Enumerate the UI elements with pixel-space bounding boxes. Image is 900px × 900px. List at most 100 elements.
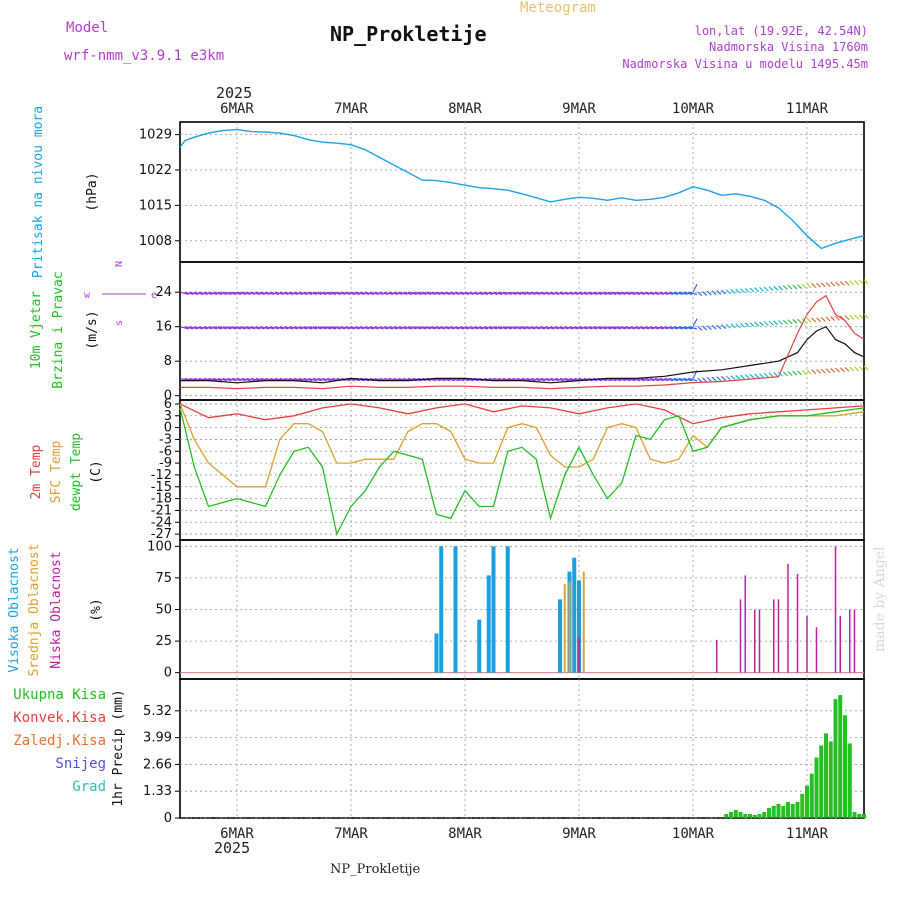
precip-bar <box>767 807 771 818</box>
precip-legend-0: Ukupna Kisa <box>13 687 106 703</box>
wind-barb <box>773 372 779 377</box>
wind-barb <box>317 326 327 330</box>
wind-barb <box>217 291 227 295</box>
wind-barb <box>778 285 783 291</box>
wind-barb <box>217 326 227 330</box>
wind-barb <box>498 291 508 295</box>
wind-barb <box>669 326 679 330</box>
wind-barb <box>678 291 688 295</box>
cloud-bar-0 <box>491 546 496 673</box>
wind-barb <box>711 324 717 330</box>
y-tick-label: 0 <box>164 389 172 404</box>
y-tick-label: 6 <box>164 397 172 412</box>
wind-barb <box>189 326 199 330</box>
wind-barb <box>626 326 636 330</box>
wind-barb <box>569 326 579 330</box>
wind-barb <box>645 291 655 295</box>
wind-barb <box>512 291 522 295</box>
wind-barb <box>602 291 612 295</box>
wind-barb <box>735 323 741 328</box>
wind-barb <box>797 284 802 289</box>
precip-bar <box>814 757 819 818</box>
wind-barb <box>232 291 242 295</box>
wind-barb <box>721 324 726 329</box>
wind-barb <box>863 313 869 319</box>
wind-barb <box>521 291 531 295</box>
wind-barb <box>754 321 760 327</box>
wind-barb <box>298 291 308 295</box>
wind-barb <box>232 377 242 382</box>
wind-barb <box>241 377 251 382</box>
pressure-unit: (hPa) <box>85 172 100 211</box>
wind-barb <box>640 377 650 382</box>
wind-barb <box>293 326 303 330</box>
wind-barb <box>863 365 869 371</box>
wind-barb <box>835 315 840 321</box>
wind-barb <box>531 291 541 295</box>
wind-barb <box>569 291 579 295</box>
wind-barb <box>350 291 360 295</box>
wind-barb <box>854 280 859 285</box>
wind-barb <box>265 326 275 330</box>
cloud-bar-1 <box>563 584 566 673</box>
y-tick-label: -6 <box>159 444 172 459</box>
wind-barb <box>255 326 265 330</box>
wind-barb <box>322 377 332 382</box>
wind-barb <box>327 291 337 295</box>
wind-barb <box>521 377 531 382</box>
wind-barb <box>616 326 626 330</box>
wind-barb <box>317 291 327 295</box>
wind-barb <box>374 291 384 295</box>
wind-barb <box>669 291 679 295</box>
wind-barb <box>417 326 427 330</box>
wind-barb <box>327 326 337 330</box>
wind-barb <box>241 291 251 295</box>
wind-barb <box>436 291 446 295</box>
cloud-bar-2 <box>773 599 775 673</box>
wind-barb <box>317 377 327 382</box>
day-label-bottom: 10MAR <box>672 826 715 842</box>
day-label-bottom: 8MAR <box>448 826 482 842</box>
precip-bar <box>800 793 805 818</box>
wind-barb <box>355 291 365 295</box>
wind-barb <box>778 320 783 325</box>
wind-barb <box>725 289 731 295</box>
wind-barb <box>474 326 484 330</box>
precip-bar <box>781 805 786 818</box>
wind-barb <box>483 291 493 295</box>
wind-barb <box>664 291 674 295</box>
wind-barb <box>222 377 232 382</box>
wind-barb <box>236 291 246 295</box>
wind-barb <box>502 326 512 330</box>
cloud-bar-0 <box>453 546 458 673</box>
wind-barb <box>635 326 645 330</box>
wind-barb <box>555 326 565 330</box>
day-label-top: 11MAR <box>786 101 829 117</box>
wind-barb <box>744 322 750 328</box>
wind-barb <box>498 326 508 330</box>
precip-bar <box>852 811 857 818</box>
wind-barb <box>782 371 788 377</box>
wind-barb <box>360 291 370 295</box>
station-altitude: Nadmorska Visina 1760m <box>709 40 868 54</box>
meteogram-label: Meteogram <box>520 0 596 16</box>
wind-barb <box>507 291 517 295</box>
cloud-bar-2 <box>777 599 780 673</box>
y-tick-label: 0 <box>164 811 172 826</box>
wind-barb <box>759 373 764 378</box>
wind-barb <box>697 325 703 331</box>
wind-barb <box>706 377 712 382</box>
wind-barb <box>612 291 622 295</box>
wind-barb <box>659 377 669 382</box>
wind-barb <box>645 326 655 330</box>
wind-barb <box>331 326 341 330</box>
wind-barb <box>441 326 451 330</box>
wind-barb <box>559 377 569 382</box>
wind-barb <box>346 326 356 330</box>
wind-barb <box>683 291 693 295</box>
precip-bar <box>790 803 795 818</box>
wind-barb <box>683 377 693 382</box>
precip-bar <box>771 805 776 818</box>
wind-barb <box>858 365 864 371</box>
wind-barb <box>431 291 441 295</box>
